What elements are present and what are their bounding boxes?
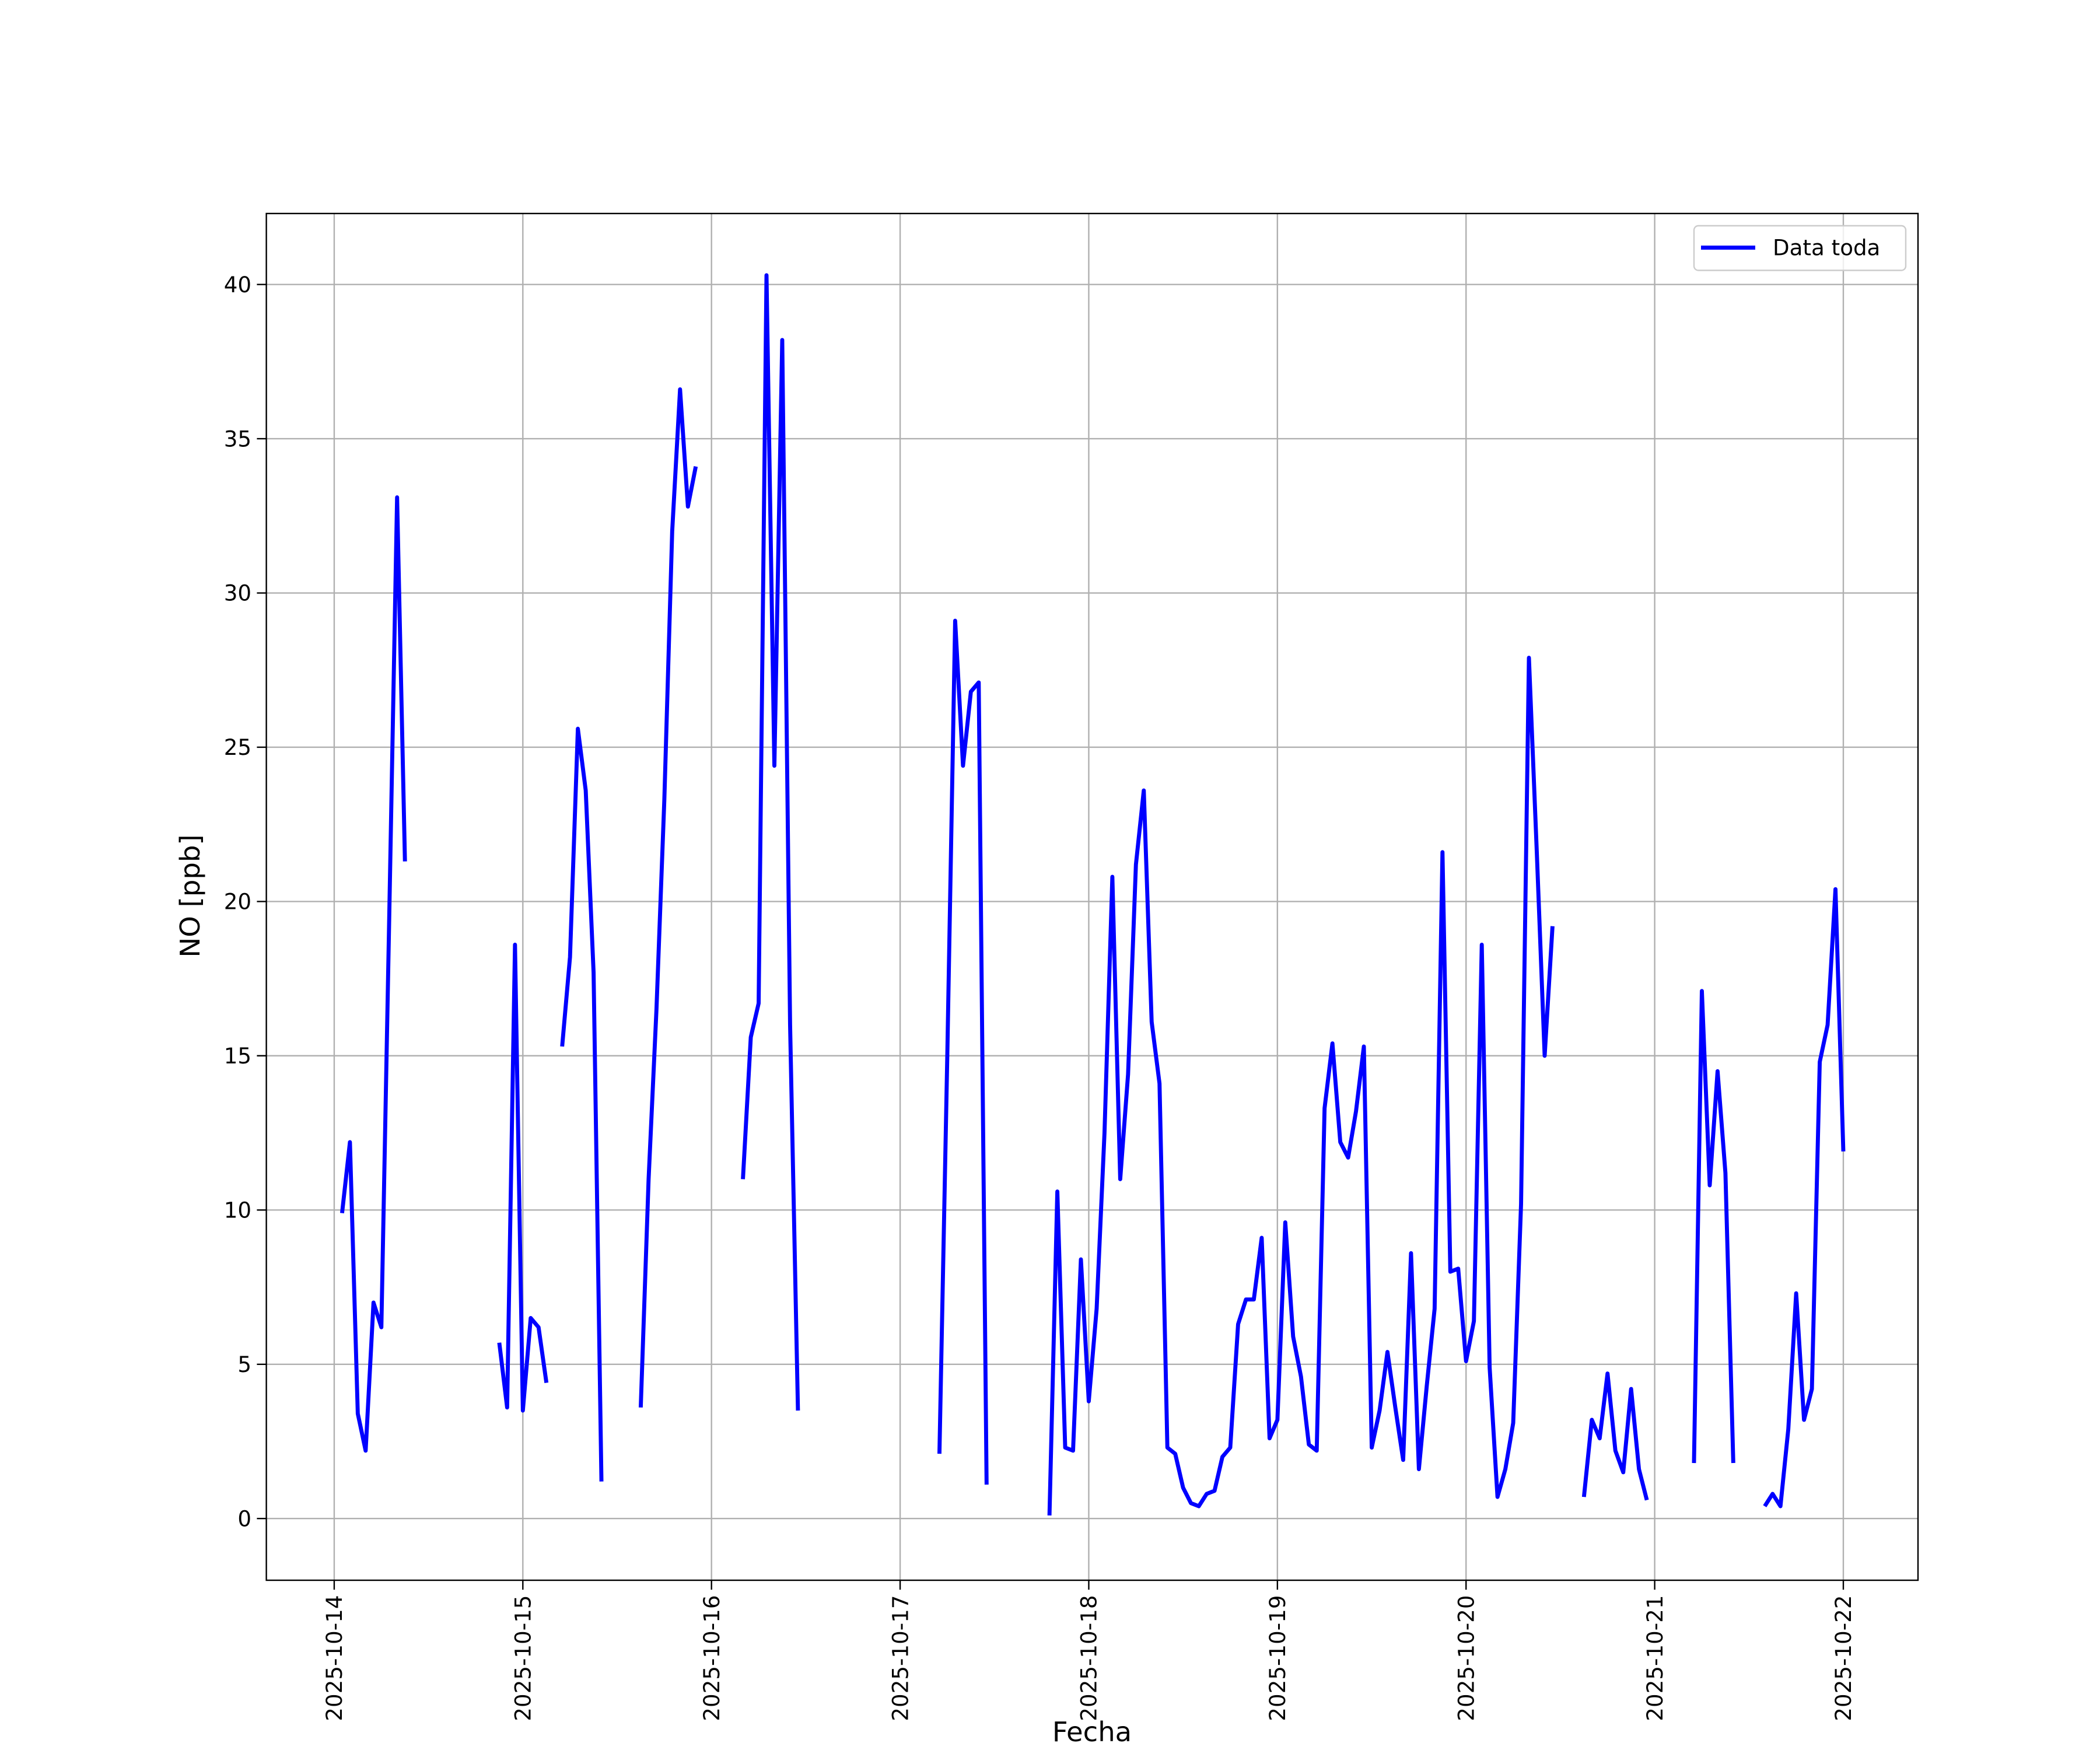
y-tick-label: 0	[237, 1506, 251, 1531]
y-tick-label: 30	[224, 580, 251, 606]
legend: Data toda	[1693, 225, 1907, 271]
x-tick-label: 2025-10-18	[1076, 1595, 1102, 1721]
x-tick-label: 2025-10-14	[321, 1595, 347, 1721]
y-tick-label: 25	[224, 734, 251, 760]
y-tick-label: 20	[224, 889, 251, 915]
y-tick-label: 5	[237, 1352, 251, 1377]
legend-label: Data toda	[1773, 235, 1880, 261]
x-tick-label: 2025-10-21	[1642, 1595, 1668, 1721]
y-tick-label: 15	[224, 1043, 251, 1069]
x-tick-label: 2025-10-19	[1265, 1595, 1290, 1721]
y-tick-label: 40	[224, 272, 251, 298]
x-tick-label: 2025-10-16	[699, 1595, 724, 1721]
x-tick-label: 2025-10-17	[887, 1595, 913, 1721]
y-tick-label: 35	[224, 426, 251, 452]
axes-frame	[265, 212, 1919, 1581]
y-tick-label: 10	[224, 1198, 251, 1223]
x-tick-label: 2025-10-22	[1831, 1595, 1856, 1721]
x-tick-label: 2025-10-15	[510, 1595, 536, 1721]
x-axis-label: Fecha	[1052, 1716, 1132, 1748]
y-axis-label: NO [ppb]	[174, 835, 206, 958]
data-line	[340, 273, 1846, 1516]
x-tick-label: 2025-10-20	[1453, 1595, 1479, 1721]
legend-box	[1693, 225, 1907, 271]
